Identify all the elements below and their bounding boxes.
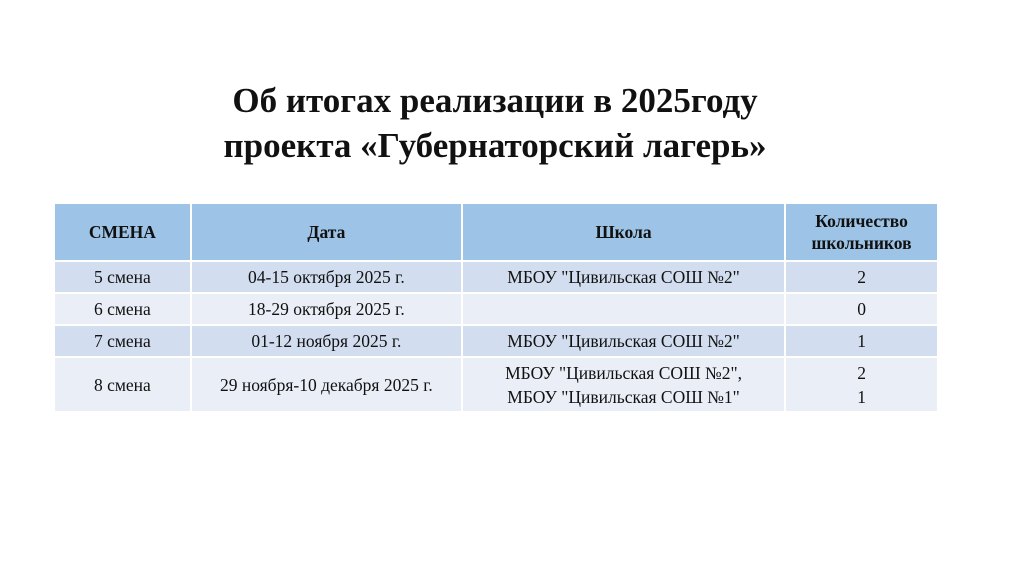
title-line-1: Об итогах реализации в 2025году	[232, 81, 758, 120]
header-count: Количество школьников	[784, 202, 939, 262]
cell-shift: 6 смена	[53, 292, 192, 326]
table-row: 5 смена 04-15 октября 2025 г. МБОУ "Циви…	[53, 260, 939, 294]
cell-count: 2	[784, 260, 939, 294]
school-line: МБОУ "Цивильская СОШ №2",	[505, 362, 743, 383]
count-line: 1	[857, 386, 866, 407]
cell-shift: 8 смена	[53, 356, 192, 413]
header-school: Школа	[460, 202, 787, 262]
table-row: 6 смена 18-29 октября 2025 г. 0	[53, 292, 939, 326]
cell-count: 0	[784, 292, 939, 326]
cell-date: 29 ноября-10 декабря 2025 г.	[189, 356, 464, 413]
title-line-2: проекта «Губернаторский лагерь»	[223, 126, 767, 165]
cell-school: МБОУ "Цивильская СОШ №2", МБОУ "Цивильск…	[460, 356, 787, 413]
table-header-row: СМЕНА Дата Школа Количество школьников	[53, 202, 939, 262]
school-line: МБОУ "Цивильская СОШ №1"	[507, 386, 740, 407]
results-table: СМЕНА Дата Школа Количество школьников 5…	[53, 202, 939, 413]
cell-date: 18-29 октября 2025 г.	[189, 292, 464, 326]
cell-school	[460, 292, 787, 326]
cell-school: МБОУ "Цивильская СОШ №2"	[460, 260, 787, 294]
header-date: Дата	[189, 202, 464, 262]
cell-shift: 5 смена	[53, 260, 192, 294]
cell-date: 01-12 ноября 2025 г.	[189, 324, 464, 358]
slide-title: Об итогах реализации в 2025году проекта …	[100, 78, 890, 168]
header-shift: СМЕНА	[53, 202, 192, 262]
table-row: 7 смена 01-12 ноября 2025 г. МБОУ "Цивил…	[53, 324, 939, 358]
cell-shift: 7 смена	[53, 324, 192, 358]
table-row: 8 смена 29 ноября-10 декабря 2025 г. МБО…	[53, 356, 939, 413]
cell-school: МБОУ "Цивильская СОШ №2"	[460, 324, 787, 358]
count-line: 2	[857, 362, 866, 383]
cell-count: 1	[784, 324, 939, 358]
cell-count: 2 1	[784, 356, 939, 413]
cell-date: 04-15 октября 2025 г.	[189, 260, 464, 294]
